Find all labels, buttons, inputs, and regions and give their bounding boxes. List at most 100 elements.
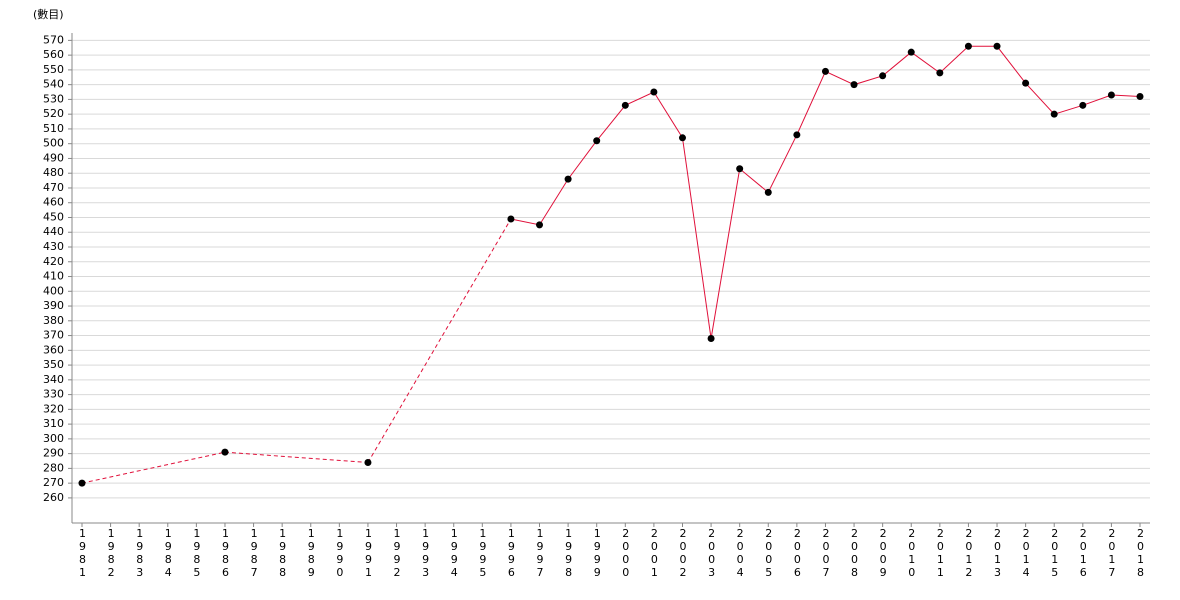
y-tick-label: 350 — [43, 358, 64, 371]
y-tick-label: 520 — [43, 107, 64, 120]
x-tick-label: 2004 — [733, 527, 747, 579]
x-tick-label: 2012 — [962, 527, 976, 579]
x-tick-label: 1990 — [333, 527, 347, 579]
x-tick-label: 2007 — [819, 527, 833, 579]
y-tick-label: 410 — [43, 270, 64, 283]
y-tick-label: 450 — [43, 210, 64, 223]
y-tick-label: 500 — [43, 137, 64, 150]
y-tick-label: 540 — [43, 78, 64, 91]
x-tick-label: 2008 — [848, 527, 862, 579]
x-tick-label: 1996 — [504, 527, 518, 579]
y-tick-label: 400 — [43, 284, 64, 297]
y-tick-label: 310 — [43, 417, 64, 430]
y-tick-label: 510 — [43, 122, 64, 135]
point — [936, 69, 944, 77]
y-tick-label: 340 — [43, 373, 64, 386]
y-tick-label: 420 — [43, 255, 64, 268]
point — [221, 448, 229, 456]
y-tick-label: 320 — [43, 402, 64, 415]
y-tick-label: 430 — [43, 240, 64, 253]
x-tick-label: 2001 — [647, 527, 661, 579]
y-tick-label: 290 — [43, 447, 64, 460]
y-tick-label: 560 — [43, 48, 64, 61]
gap-connector — [367, 218, 512, 463]
x-tick-label: 1994 — [447, 527, 461, 579]
y-tick-label: 330 — [43, 388, 64, 401]
x-tick-label: 1992 — [390, 527, 404, 579]
point — [621, 101, 629, 109]
x-tick-label: 1984 — [161, 527, 175, 579]
x-tick-label: 1987 — [247, 527, 261, 579]
point — [1050, 110, 1058, 118]
x-tick-label: 2016 — [1076, 527, 1090, 579]
x-tick-label: 1989 — [304, 527, 318, 579]
point — [1136, 92, 1144, 100]
x-tick-label: 1991 — [361, 527, 375, 579]
x-tick-label: 1988 — [276, 527, 290, 579]
x-tick-label: 1981 — [76, 527, 89, 579]
gap-connector — [81, 451, 226, 484]
y-tick-label: 270 — [43, 476, 64, 489]
y-tick-label: 460 — [43, 196, 64, 209]
point — [1079, 101, 1087, 109]
x-tick-label: 2006 — [790, 527, 804, 579]
point — [678, 134, 686, 142]
point — [1022, 79, 1030, 87]
y-tick-label: 370 — [43, 329, 64, 342]
y-tick-label: 390 — [43, 299, 64, 312]
y-tick-label: 470 — [43, 181, 64, 194]
x-tick-label: 1982 — [104, 527, 118, 579]
point — [78, 479, 86, 487]
point — [1107, 91, 1115, 99]
x-tick-label: 2003 — [705, 527, 719, 579]
x-tick-label: 1998 — [562, 527, 576, 579]
point — [593, 137, 601, 145]
point — [364, 458, 372, 466]
point — [879, 72, 887, 80]
y-tick-label: 550 — [43, 63, 64, 76]
y-tick-label: 570 — [43, 33, 64, 46]
x-tick-label: 1993 — [419, 527, 433, 579]
y-tick-label: 490 — [43, 151, 64, 164]
y-tick-label: 360 — [43, 343, 64, 356]
x-tick-label: 2013 — [991, 527, 1005, 579]
point — [964, 42, 972, 50]
x-tick-label: 2002 — [676, 527, 690, 579]
y-tick-label: 300 — [43, 432, 64, 445]
y-tick-label: 440 — [43, 225, 64, 238]
x-tick-label: 1983 — [133, 527, 147, 579]
point — [736, 165, 744, 173]
x-tick-label: 2015 — [1048, 527, 1062, 579]
gap-connector — [224, 451, 368, 463]
y-tick-label: 260 — [43, 491, 64, 504]
point — [850, 81, 858, 89]
point — [507, 215, 515, 223]
y-tick-label: 380 — [43, 314, 64, 327]
x-tick-label: 1995 — [476, 527, 490, 579]
x-tick-label: 1985 — [190, 527, 204, 579]
x-tick-label: 2014 — [1019, 527, 1033, 579]
point — [764, 188, 772, 196]
x-tick-label: 2010 — [905, 527, 919, 579]
y-tick-label: 280 — [43, 461, 64, 474]
point — [993, 42, 1001, 50]
x-tick-label: 2011 — [933, 527, 947, 579]
x-tick-label: 1986 — [218, 527, 232, 579]
x-tick-label: 1997 — [533, 527, 547, 579]
point — [707, 335, 715, 343]
x-tick-label: 2018 — [1134, 527, 1147, 579]
x-tick-label: 2005 — [762, 527, 776, 579]
y-tick-label: 530 — [43, 92, 64, 105]
x-tick-label: 2017 — [1105, 527, 1119, 579]
x-tick-label: 2009 — [876, 527, 890, 579]
y-tick-label: 480 — [43, 166, 64, 179]
y-axis-label: (數目) — [33, 8, 64, 21]
x-tick-label: 1999 — [590, 527, 604, 579]
point — [821, 67, 829, 75]
point — [564, 175, 572, 183]
x-tick-label: 2000 — [619, 527, 633, 579]
point — [650, 88, 658, 96]
point — [907, 48, 915, 56]
